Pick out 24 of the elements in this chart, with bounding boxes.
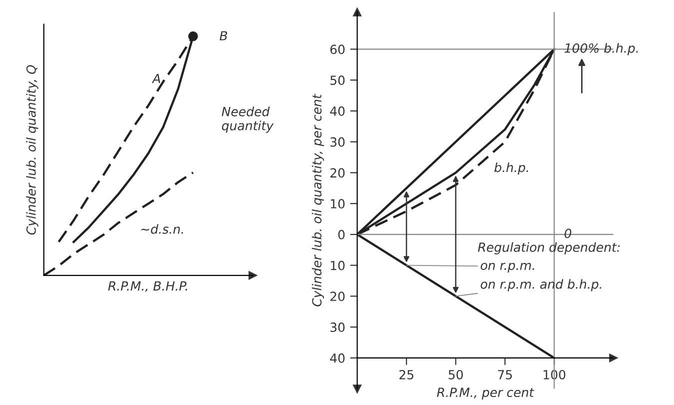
- y-tick-label: 30: [330, 322, 345, 332]
- y-axis-title: Cylinder lub. oil quantity, per cent: [312, 94, 324, 306]
- y-axis-title: Cylinder lub. oil quantity, Q: [26, 65, 38, 235]
- y-tick-label: 60: [330, 44, 345, 54]
- annotation: ~d.s.n.: [141, 224, 184, 234]
- y-tick-label: 30: [330, 137, 345, 147]
- text: Needed quantity: [222, 106, 274, 133]
- y-tick-label: 20: [330, 168, 345, 178]
- y-tick-label: 40: [330, 353, 345, 363]
- x-axis-title: R.P.M., B.H.P.: [108, 281, 188, 292]
- x-axis-title: R.P.M., per cent: [436, 388, 534, 400]
- y-tick-label: 10: [330, 199, 345, 208]
- y-tick-label: 50: [330, 76, 345, 85]
- y-tick-label: 40: [330, 106, 345, 116]
- annotation: on r.p.m.: [480, 262, 534, 272]
- x-tick-label: 25: [399, 370, 414, 380]
- y-tick-label: 10: [330, 260, 345, 270]
- y-tick-label: 0: [338, 230, 345, 240]
- text: B: [220, 31, 228, 40]
- y-tick-label: 20: [330, 292, 345, 302]
- annotation: A: [152, 74, 160, 83]
- x-tick-label: 50: [448, 370, 463, 380]
- annotation: b.h.p.: [494, 162, 528, 175]
- x-tick-label: 75: [498, 370, 512, 380]
